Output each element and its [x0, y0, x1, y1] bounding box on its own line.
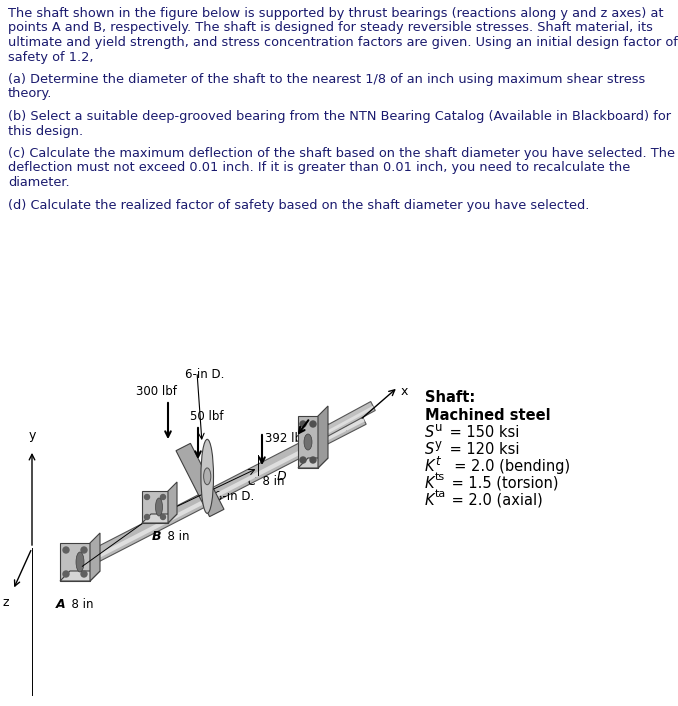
- Text: = 120 ksi: = 120 ksi: [445, 442, 519, 457]
- Polygon shape: [298, 458, 328, 468]
- Text: points A and B, respectively. The shaft is designed for steady reversible stress: points A and B, respectively. The shaft …: [8, 21, 653, 35]
- Circle shape: [300, 457, 306, 463]
- Circle shape: [63, 571, 69, 577]
- Text: = 1.5 (torsion): = 1.5 (torsion): [447, 476, 559, 491]
- Text: 50 lbf: 50 lbf: [190, 410, 224, 423]
- Text: y: y: [28, 429, 36, 442]
- Text: u: u: [435, 421, 443, 434]
- Text: 8-in D.: 8-in D.: [215, 490, 254, 503]
- Circle shape: [81, 547, 87, 553]
- Text: t: t: [435, 455, 439, 468]
- Text: deflection must not exceed 0.01 inch. If it is greater than 0.01 inch, you need : deflection must not exceed 0.01 inch. If…: [8, 162, 631, 174]
- Text: (d) Calculate the realized factor of safety based on the shaft diameter you have: (d) Calculate the realized factor of saf…: [8, 198, 589, 212]
- Circle shape: [300, 421, 306, 427]
- Text: Shaft:: Shaft:: [425, 390, 475, 405]
- Polygon shape: [83, 418, 365, 566]
- Text: ta: ta: [435, 489, 446, 499]
- Text: 392 lbf: 392 lbf: [265, 432, 306, 445]
- Text: (c) Calculate the maximum deflection of the shaft based on the shaft diameter yo: (c) Calculate the maximum deflection of …: [8, 147, 675, 160]
- Text: K: K: [425, 493, 435, 508]
- Text: x: x: [401, 385, 408, 398]
- Polygon shape: [176, 443, 224, 517]
- Text: 300 lbf: 300 lbf: [136, 385, 177, 398]
- Polygon shape: [90, 533, 100, 581]
- Circle shape: [310, 421, 316, 427]
- Polygon shape: [80, 412, 366, 568]
- Text: diameter.: diameter.: [8, 176, 70, 189]
- Ellipse shape: [76, 552, 84, 572]
- Text: 6-in D.: 6-in D.: [185, 368, 224, 381]
- Text: 8 in: 8 in: [255, 475, 285, 488]
- Text: A: A: [56, 598, 66, 611]
- Text: B: B: [152, 530, 161, 543]
- Text: this design.: this design.: [8, 124, 83, 138]
- Polygon shape: [312, 402, 375, 443]
- Ellipse shape: [304, 434, 312, 450]
- Circle shape: [81, 571, 87, 577]
- Text: = 2.0 (bending): = 2.0 (bending): [445, 459, 570, 474]
- Text: 8 in: 8 in: [160, 530, 189, 543]
- Text: z: z: [3, 596, 9, 609]
- Text: safety of 1.2,: safety of 1.2,: [8, 51, 94, 64]
- Polygon shape: [142, 514, 177, 523]
- Polygon shape: [168, 482, 177, 523]
- Text: S: S: [425, 442, 434, 457]
- Circle shape: [310, 457, 316, 463]
- Text: = 150 ksi: = 150 ksi: [445, 425, 519, 440]
- Ellipse shape: [203, 468, 211, 485]
- Text: 8 in: 8 in: [64, 598, 94, 611]
- Text: D: D: [277, 470, 287, 483]
- Text: (a) Determine the diameter of the shaft to the nearest 1/8 of an inch using maxi: (a) Determine the diameter of the shaft …: [8, 73, 645, 86]
- Polygon shape: [318, 406, 328, 468]
- Bar: [142, 491, 168, 523]
- Text: ultimate and yield strength, and stress concentration factors are given. Using a: ultimate and yield strength, and stress …: [8, 36, 678, 49]
- Text: The shaft shown in the figure below is supported by thrust bearings (reactions a: The shaft shown in the figure below is s…: [8, 7, 664, 20]
- Text: S: S: [425, 425, 434, 440]
- Ellipse shape: [155, 498, 163, 516]
- Ellipse shape: [201, 439, 214, 513]
- Text: Machined steel: Machined steel: [425, 408, 551, 423]
- Text: C: C: [248, 475, 256, 488]
- Circle shape: [63, 547, 69, 553]
- Text: K: K: [425, 476, 435, 491]
- Polygon shape: [60, 571, 100, 581]
- Text: (b) Select a suitable deep-grooved bearing from the NTN Bearing Catalog (Availab: (b) Select a suitable deep-grooved beari…: [8, 110, 671, 123]
- Text: theory.: theory.: [8, 88, 52, 100]
- Text: y: y: [435, 438, 442, 451]
- Text: 59 lbf: 59 lbf: [315, 421, 348, 434]
- Circle shape: [144, 494, 150, 500]
- Bar: [60, 543, 90, 581]
- Circle shape: [161, 515, 165, 520]
- Text: ts: ts: [435, 472, 445, 482]
- Circle shape: [161, 494, 165, 500]
- Text: K: K: [425, 459, 435, 474]
- Circle shape: [144, 515, 150, 520]
- Text: = 2.0 (axial): = 2.0 (axial): [447, 493, 543, 508]
- Polygon shape: [314, 406, 374, 441]
- Bar: [298, 416, 318, 468]
